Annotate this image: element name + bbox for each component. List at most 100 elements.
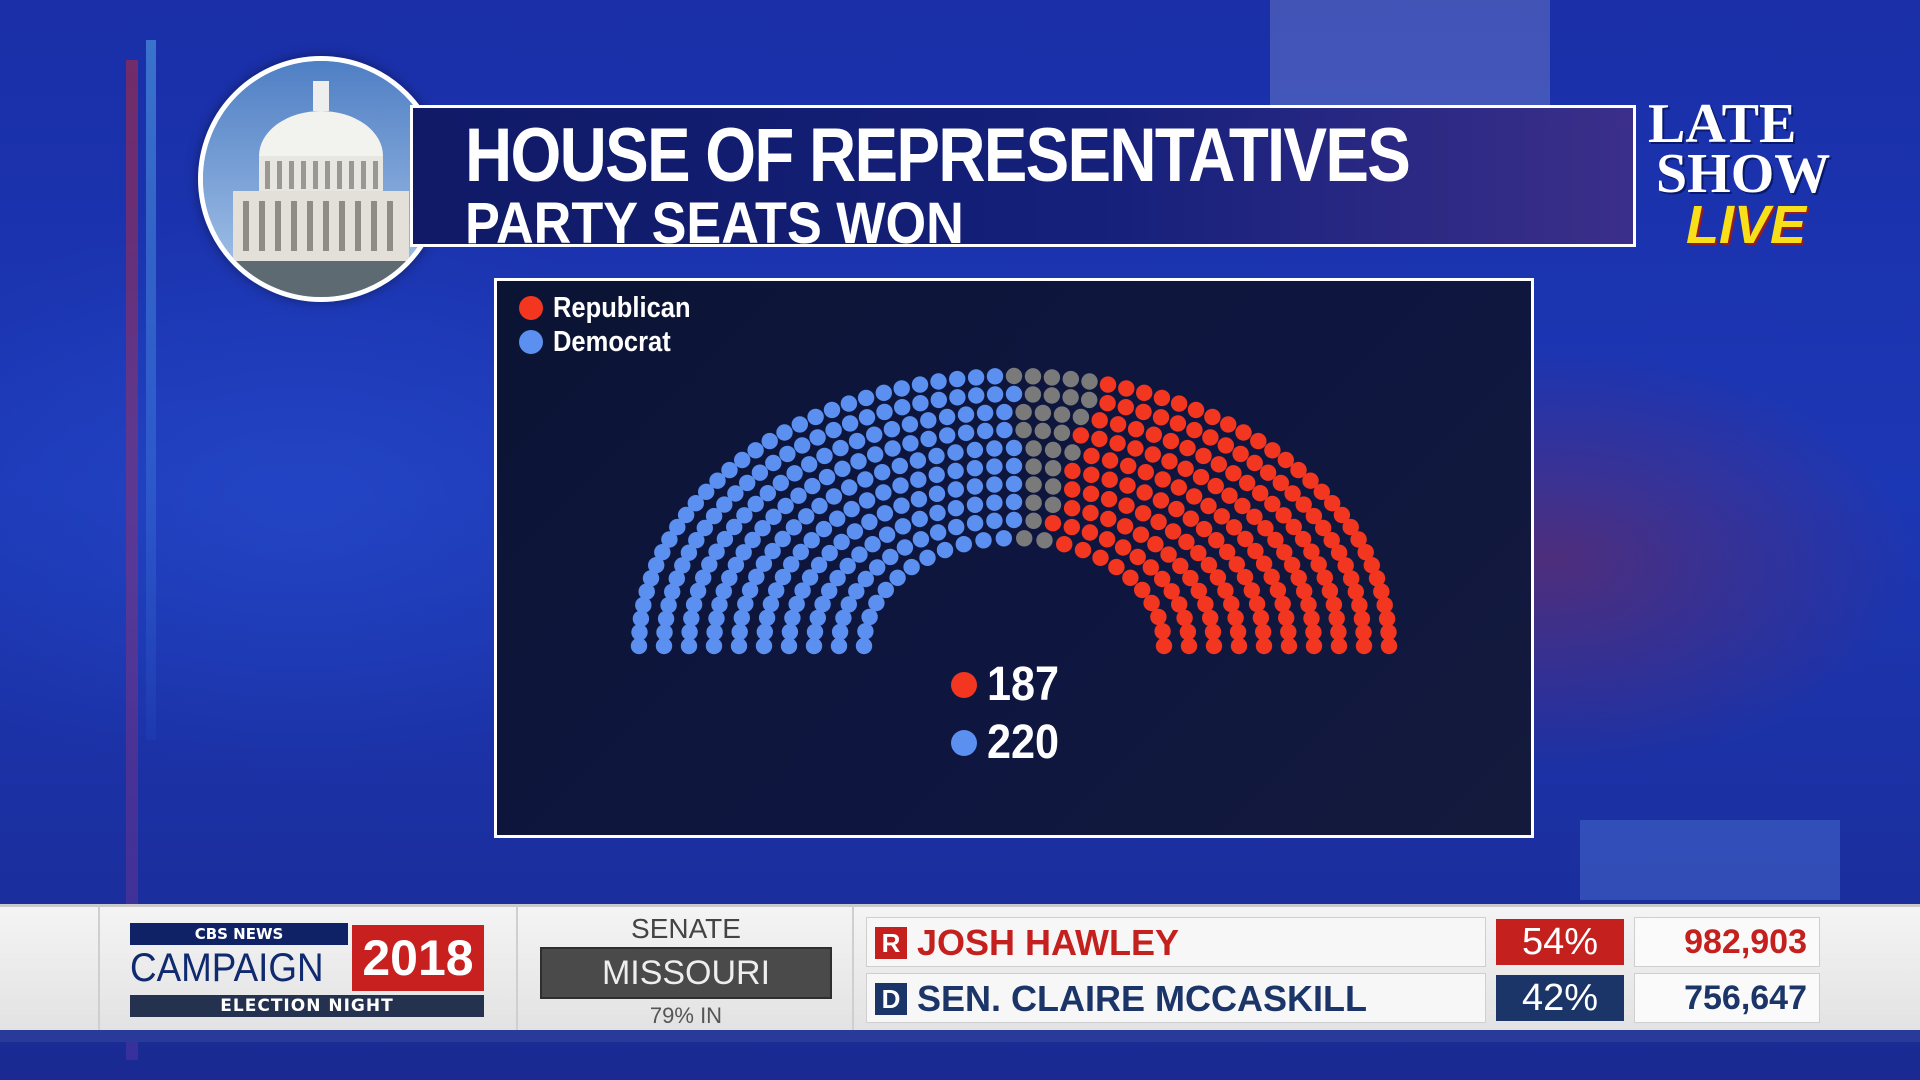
seat-democrat <box>806 623 824 641</box>
seat-undecided <box>1053 406 1071 423</box>
seat-democrat <box>809 609 826 627</box>
seat-democrat <box>685 596 703 613</box>
seat-democrat <box>698 483 715 500</box>
seat-democrat <box>809 429 826 446</box>
seat-democrat <box>807 408 824 426</box>
seat-republican <box>1127 440 1144 457</box>
seat-republican <box>1267 531 1284 549</box>
seat-democrat <box>919 549 936 566</box>
seat-democrat <box>656 624 673 641</box>
seat-democrat <box>977 422 994 440</box>
seat-democrat <box>630 637 648 655</box>
seat-democrat <box>642 570 660 587</box>
seat-democrat <box>893 497 910 514</box>
seat-democrat <box>631 624 648 641</box>
seat-republican <box>1108 558 1125 576</box>
seat-democrat <box>910 491 928 508</box>
seat-republican <box>1305 624 1322 641</box>
seat-republican <box>1290 461 1307 479</box>
seat-republican <box>1269 582 1287 599</box>
seat-democrat <box>902 435 919 452</box>
seat-republican <box>1187 401 1205 419</box>
seat-democrat <box>949 370 966 388</box>
legend-dot-democrat <box>519 330 543 354</box>
seat-republican <box>1243 582 1260 599</box>
seat-democrat <box>877 581 894 599</box>
seat-republican <box>1217 437 1234 454</box>
logo-line-3: LIVE <box>1686 195 1807 255</box>
seat-democrat <box>765 508 782 525</box>
seat-democrat <box>986 368 1004 385</box>
seat-democrat <box>929 524 947 541</box>
reporting-status: 79% IN <box>649 1003 723 1028</box>
seat-democrat <box>680 637 698 655</box>
seat-republican <box>1185 488 1203 505</box>
seat-democrat <box>920 412 937 429</box>
seat-republican <box>1234 497 1251 515</box>
seat-republican <box>1132 526 1150 543</box>
seat-republican <box>1116 518 1134 535</box>
seat-republican <box>1205 637 1223 655</box>
seat-republican <box>1176 609 1193 627</box>
seat-democrat <box>869 559 886 576</box>
seat-republican <box>1283 556 1301 574</box>
seat-democrat <box>967 369 985 386</box>
seat-democrat <box>829 510 846 527</box>
seat-democrat <box>701 556 718 573</box>
seat-republican <box>1153 389 1171 407</box>
seat-republican <box>1330 637 1348 655</box>
total-republican: 187 <box>951 657 1067 712</box>
seat-republican <box>1236 568 1254 586</box>
seat-democrat <box>648 557 665 574</box>
seat-republican <box>1227 609 1244 627</box>
seat-undecided <box>1015 421 1032 439</box>
seat-democrat <box>716 496 733 513</box>
seat-democrat <box>772 474 789 492</box>
seat-republican <box>1275 507 1292 524</box>
seat-democrat <box>727 556 745 574</box>
seat-democrat <box>848 432 866 450</box>
brand-network: CBS NEWS <box>130 923 348 945</box>
seat-democrat <box>896 539 914 556</box>
seat-democrat <box>986 440 1003 457</box>
seat-democrat <box>657 610 675 627</box>
seat-republican <box>1213 508 1230 525</box>
seat-republican <box>1063 500 1081 517</box>
total-value-democrat: 220 <box>987 716 1060 769</box>
seat-democrat <box>794 437 811 454</box>
seat-republican <box>1328 610 1345 627</box>
seat-undecided <box>1025 476 1042 493</box>
seat-democrat <box>930 391 947 409</box>
parliament-chart <box>630 367 1398 655</box>
seat-undecided <box>1025 440 1042 457</box>
seat-democrat <box>790 487 807 504</box>
seat-republican <box>1246 508 1263 525</box>
candidate-name: SEN. CLAIRE MCCASKILL <box>917 978 1367 1019</box>
seat-republican <box>1255 623 1272 641</box>
candidate-percent: 42% <box>1496 975 1624 1021</box>
seat-democrat <box>975 532 992 549</box>
seat-republican <box>1161 453 1178 470</box>
seat-republican <box>1230 637 1248 655</box>
seat-republican <box>1134 581 1151 599</box>
seat-republican <box>1220 416 1237 433</box>
divider <box>98 907 100 1033</box>
seat-democrat <box>755 637 773 655</box>
seat-democrat <box>848 583 865 600</box>
seat-democrat <box>928 485 946 502</box>
ticker-bottom-bar <box>0 1030 1920 1042</box>
seat-democrat <box>730 637 748 655</box>
seat-republican <box>1197 596 1214 613</box>
seat-democrat <box>825 488 843 505</box>
seat-democrat <box>655 637 673 655</box>
candidate-row: R JOSH HAWLEY 54% 982,903 <box>866 917 1822 967</box>
seat-republican <box>1101 471 1118 488</box>
seat-republican <box>1152 492 1170 509</box>
seat-democrat <box>721 569 738 587</box>
seat-democrat <box>744 531 761 549</box>
seat-democrat <box>875 384 892 401</box>
seat-democrat <box>843 500 860 518</box>
seat-republican <box>1155 637 1173 655</box>
seat-democrat <box>868 594 885 612</box>
seat-democrat <box>764 542 781 560</box>
